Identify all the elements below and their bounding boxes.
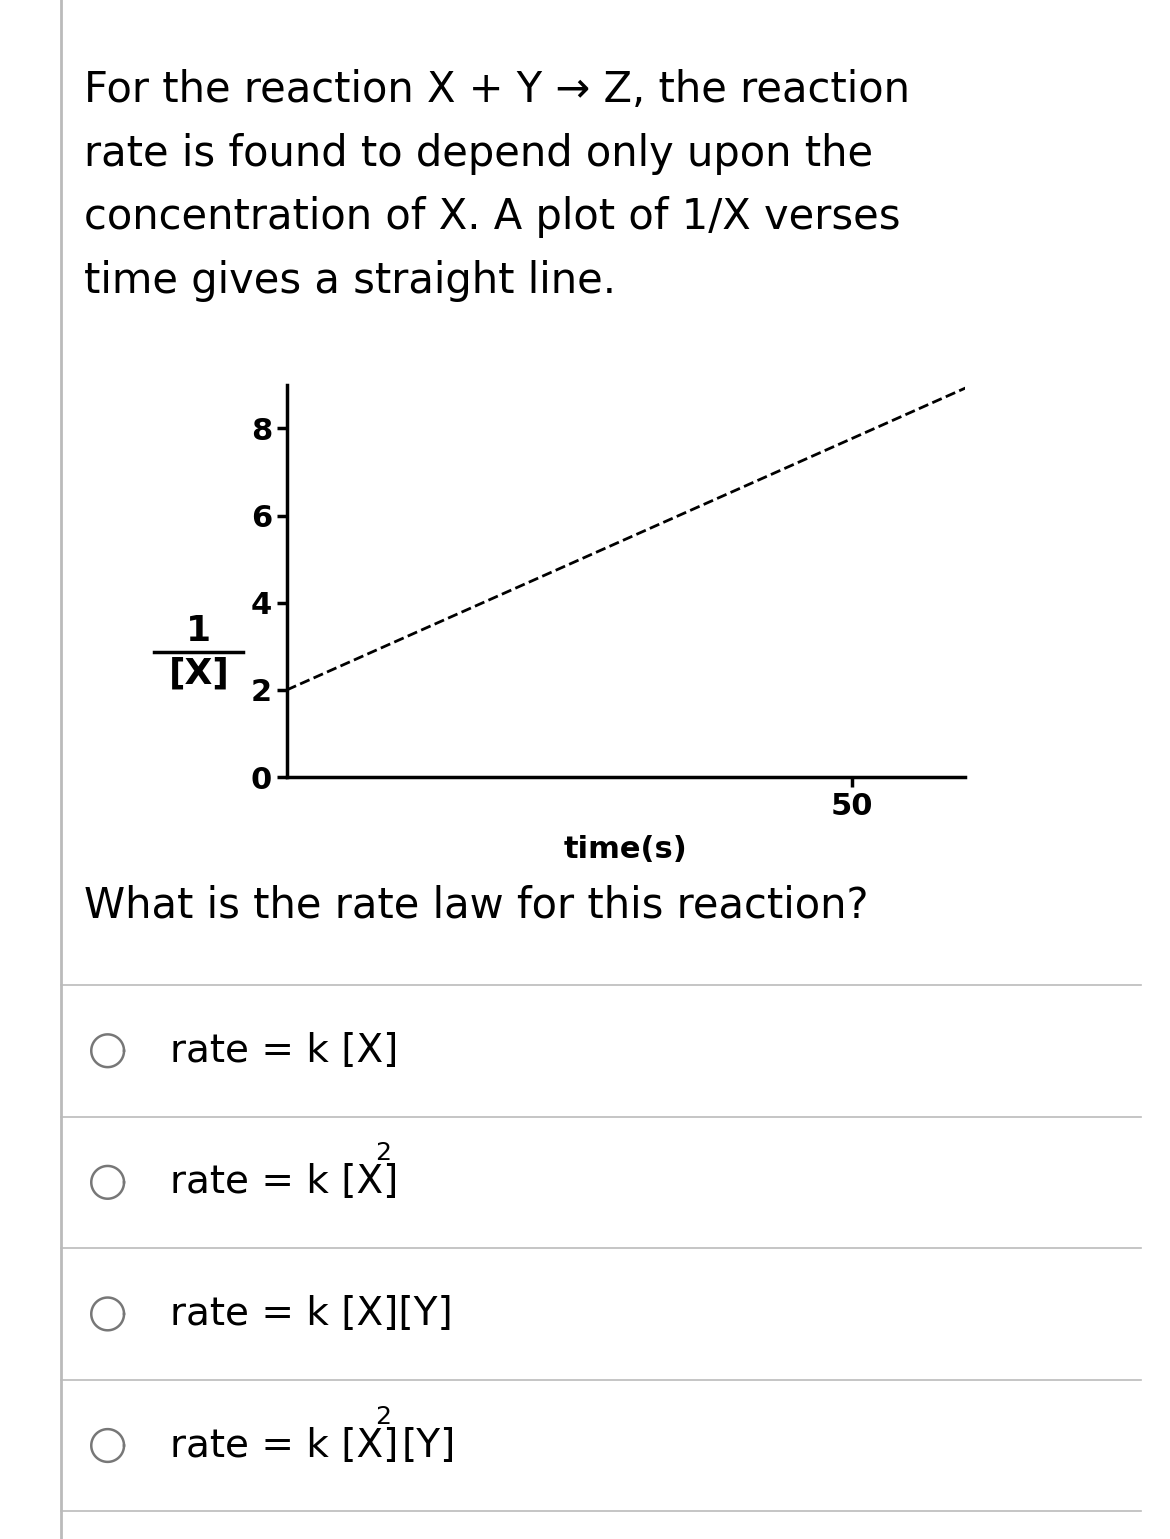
Text: 1: 1 bbox=[186, 614, 212, 648]
Text: 2: 2 bbox=[376, 1142, 392, 1165]
X-axis label: time(s): time(s) bbox=[564, 834, 688, 863]
Text: rate = k [X][Y]: rate = k [X][Y] bbox=[170, 1294, 453, 1333]
Text: [X]: [X] bbox=[168, 656, 229, 689]
Text: [Y]: [Y] bbox=[401, 1427, 455, 1465]
Text: rate = k [X]: rate = k [X] bbox=[170, 1031, 398, 1070]
Text: What is the rate law for this reaction?: What is the rate law for this reaction? bbox=[84, 885, 869, 926]
Text: rate = k [X]: rate = k [X] bbox=[170, 1427, 398, 1465]
Text: For the reaction X + Y → Z, the reaction
rate is found to depend only upon the
c: For the reaction X + Y → Z, the reaction… bbox=[84, 69, 910, 302]
Text: 2: 2 bbox=[376, 1405, 392, 1428]
Text: rate = k [X]: rate = k [X] bbox=[170, 1163, 398, 1202]
